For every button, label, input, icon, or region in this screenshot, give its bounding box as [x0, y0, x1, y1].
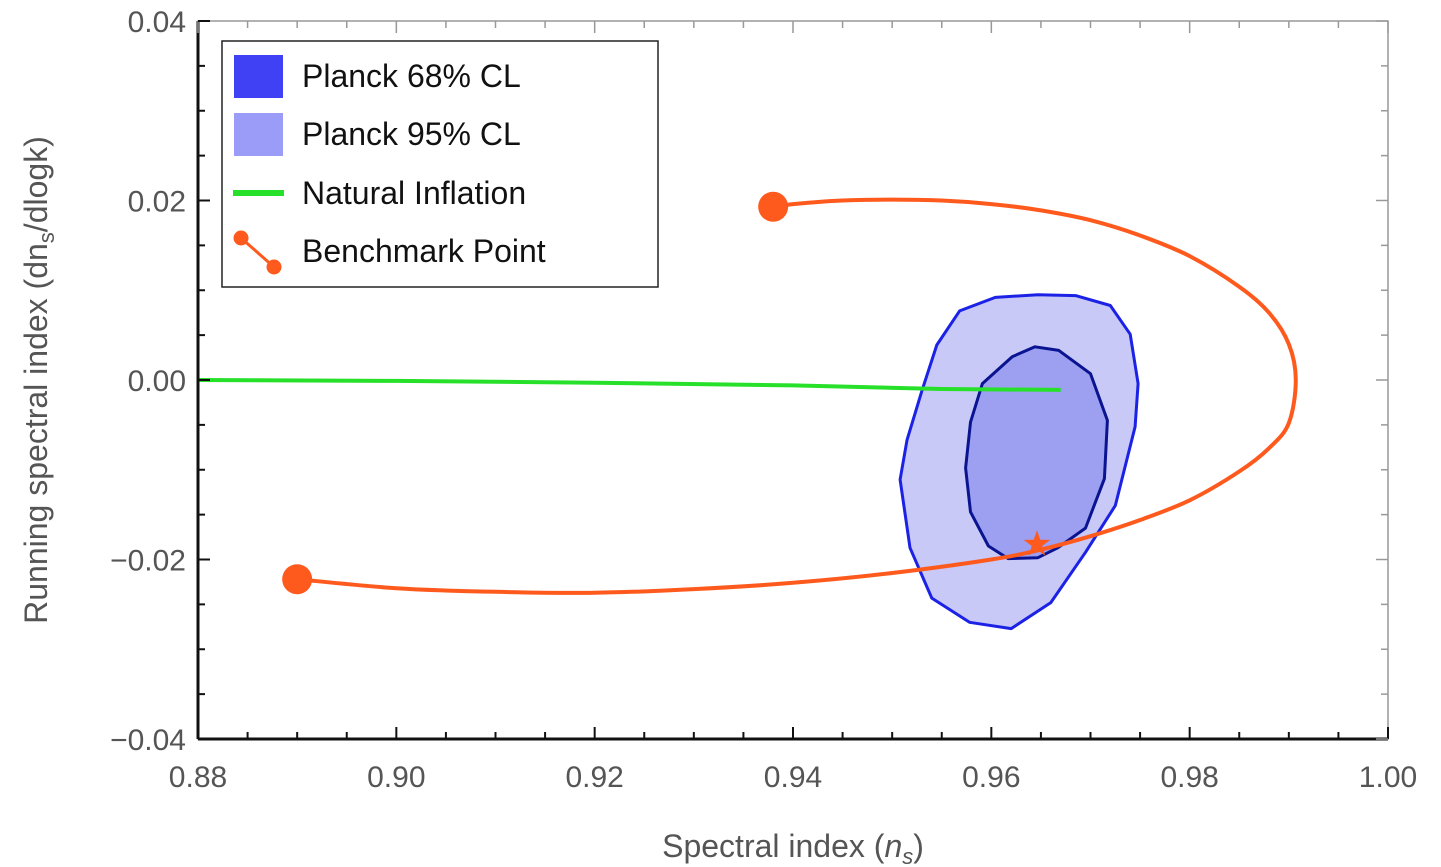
benchmark-endpoint: [282, 564, 313, 595]
y-tick-label: −0.02: [110, 545, 186, 578]
x-tick-label: 0.92: [565, 761, 623, 794]
x-tick-label: 1.00: [1359, 761, 1417, 794]
legend-swatch-benchmark-dot: [233, 230, 249, 246]
plot-area: [197, 191, 1298, 631]
axes: 0.88 0.90 0.92 0.94 0.96 0.98 1.00 −0.04 −0.02 0.…: [110, 6, 1417, 794]
y-axis-label: Running spectral index (dns/dlogk): [18, 136, 59, 624]
legend-swatch-95: [234, 113, 283, 156]
legend-label: Planck 68% CL: [302, 58, 521, 94]
legend-box: [221, 40, 659, 288]
planck-68-region: [964, 345, 1109, 561]
x-tick-label: 0.90: [367, 761, 425, 794]
legend-label: Planck 95% CL: [302, 116, 521, 152]
x-tick-label: 0.96: [962, 761, 1020, 794]
benchmark-curve: [297, 197, 1298, 595]
legend-swatch-benchmark-dot: [266, 259, 282, 275]
x-tick-label: 0.98: [1160, 761, 1218, 794]
axis-labels: Spectral index (ns) Running spectral ind…: [18, 136, 924, 867]
x-tick-label: 0.88: [169, 761, 227, 794]
legend: Planck 68% CL Planck 95% CL Natural Inflat…: [221, 40, 659, 288]
legend-swatch-68: [234, 55, 283, 98]
x-axis-label: Spectral index (ns): [662, 828, 924, 867]
y-tick-label: 0.02: [128, 186, 186, 219]
y-tick-label: −0.04: [110, 724, 186, 757]
natural-inflation-line: [197, 378, 1061, 392]
benchmark-endpoint: [758, 191, 789, 222]
y-tick-label: 0.00: [128, 365, 186, 398]
benchmark-star: [1023, 530, 1051, 556]
legend-label: Natural Inflation: [302, 175, 526, 211]
y-tick-label: 0.04: [128, 6, 186, 39]
x-tick-label: 0.94: [764, 761, 822, 794]
legend-label: Benchmark Point: [302, 233, 546, 269]
